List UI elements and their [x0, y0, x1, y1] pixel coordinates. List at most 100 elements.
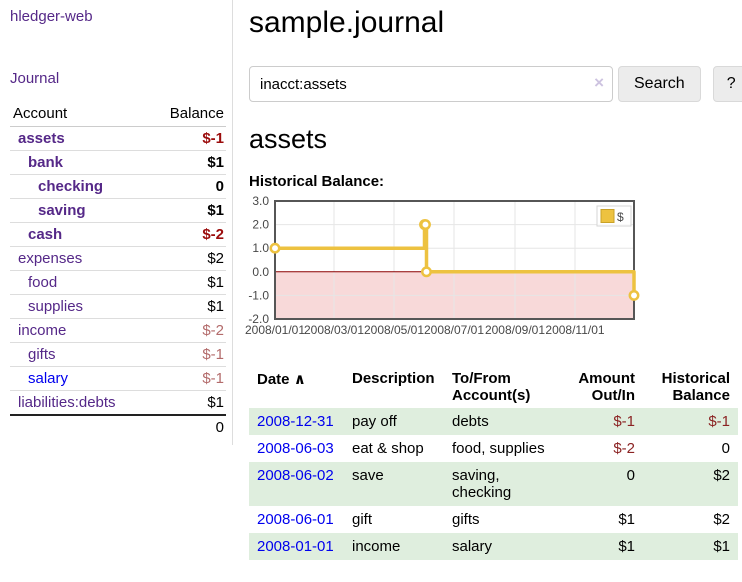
account-link[interactable]: gifts	[28, 346, 56, 363]
accounts-header-balance: Balance	[149, 102, 226, 127]
chart-x-tick-label: 2008/03/01	[304, 323, 364, 337]
sort-asc-icon: ∧	[293, 371, 306, 388]
accounts-table: Account Balance assets $-1 bank $1 checking 0…	[10, 102, 226, 439]
chart-x-tick-label: 2008/09/01	[485, 323, 545, 337]
account-row: food $1	[10, 270, 226, 295]
chart-data-point	[269, 242, 281, 254]
account-link[interactable]: assets	[18, 130, 65, 147]
account-balance: $-2	[149, 222, 226, 247]
register-balance: 0	[721, 440, 730, 457]
account-link[interactable]: cash	[28, 226, 63, 243]
register-balance: $-1	[643, 408, 738, 435]
register-table: Date ∧ Description To/From Account(s) Am…	[249, 366, 738, 560]
chart-legend-label: $	[617, 210, 624, 224]
chart-data-point	[420, 219, 431, 231]
account-row: bank $1	[10, 150, 226, 175]
register-header-description: Description	[352, 370, 435, 387]
account-balance: $1	[149, 270, 226, 295]
app-brand-link[interactable]: hledger-web	[10, 8, 93, 25]
register-row: 2008-06-01 gift gifts $1 $2	[249, 506, 738, 533]
chart-data-point	[628, 289, 640, 301]
search-button[interactable]: Search	[618, 66, 701, 102]
account-row: supplies $1	[10, 294, 226, 319]
register-amount: $-2	[613, 440, 635, 457]
account-link[interactable]: expenses	[18, 250, 83, 267]
account-balance: $1	[149, 294, 226, 319]
register-header-amount: Amount Out/In	[578, 370, 635, 404]
register-date-link[interactable]: 2008-06-03	[257, 440, 334, 457]
account-heading: assets	[249, 124, 328, 154]
account-link[interactable]: liabilities:debts	[18, 394, 116, 411]
register-accounts: debts	[444, 408, 558, 435]
register-header-accounts: To/From Account(s)	[452, 370, 531, 404]
register-description: gift	[352, 511, 373, 528]
register-description: pay off	[344, 408, 444, 435]
register-accounts: food, supplies	[452, 440, 545, 457]
accounts-total-row: 0	[10, 414, 226, 439]
account-link[interactable]: saving	[38, 202, 86, 219]
account-link[interactable]: income	[18, 322, 67, 339]
account-row: assets $-1	[10, 127, 226, 151]
account-row: saving $1	[10, 198, 226, 223]
register-row: 2008-01-01 income salary $1 $1	[249, 533, 738, 560]
account-balance: 0	[149, 174, 226, 199]
register-accounts: salary	[444, 533, 558, 560]
register-date-link[interactable]: 2008-12-31	[257, 413, 334, 430]
register-date-link[interactable]: 2008-01-01	[257, 538, 334, 555]
chart-x-tick-label: 2008/01/01	[245, 323, 305, 337]
register-header-balance: Historical Balance	[661, 370, 730, 404]
nav-journal-link[interactable]: Journal	[10, 70, 60, 87]
register-balance: $1	[643, 533, 738, 560]
chart-y-tick-label: 1.0	[252, 241, 269, 255]
chart-data-point	[421, 266, 432, 278]
register-balance: $2	[713, 511, 730, 528]
accounts-total-spacer	[10, 414, 150, 439]
chart-border	[274, 200, 635, 320]
page: hledger-web Journal Account Balance asse…	[0, 0, 742, 560]
clear-search-icon[interactable]: ×	[594, 73, 604, 92]
register-header-row: Date ∧ Description To/From Account(s) Am…	[249, 366, 738, 408]
register-row: 2008-06-03 eat & shop food, supplies $-2 0	[249, 435, 738, 462]
account-balance: $1	[149, 150, 226, 175]
account-row: income $-2	[10, 318, 226, 343]
chart-x-tick-label: 2008/05/01	[364, 323, 424, 337]
account-balance: $-2	[149, 318, 226, 343]
account-balance: $-1	[202, 130, 224, 147]
account-link[interactable]: bank	[28, 154, 64, 171]
sidebar: hledger-web Journal Account Balance asse…	[0, 0, 233, 445]
register-row: 2008-12-31 pay off debts $-1 $-1	[249, 408, 738, 435]
app-brand: hledger-web	[10, 8, 232, 26]
register-date-link[interactable]: 2008-06-01	[257, 511, 334, 528]
chart-x-tick-label: 2008/11/01	[545, 323, 604, 337]
account-balance: $2	[149, 246, 226, 271]
accounts-total-value: 0	[149, 414, 226, 439]
account-balance: $1	[149, 390, 226, 415]
account-row: expenses $2	[10, 246, 226, 271]
account-link[interactable]: food	[28, 274, 58, 291]
chart-y-tick-label: 3.0	[252, 195, 269, 208]
register-row: 2008-06-02 save saving, checking 0 $2	[249, 462, 738, 506]
search-bar: × Search ?	[249, 66, 742, 102]
account-link[interactable]: salary	[28, 370, 69, 387]
page-title: sample.journal	[249, 6, 445, 39]
chart-y-tick-label: 0.0	[252, 265, 269, 279]
chart-y-tick-label: -1.0	[248, 288, 269, 302]
account-balance: $-1	[149, 342, 226, 367]
chart-y-tick-label: -2.0	[248, 312, 269, 326]
register-header-date[interactable]: Date ∧	[249, 366, 344, 408]
register-amount: 0	[558, 462, 643, 506]
register-amount: $1	[558, 533, 643, 560]
account-row: checking 0	[10, 174, 226, 199]
account-row: cash $-2	[10, 222, 226, 247]
account-link[interactable]: supplies	[28, 298, 84, 315]
help-button[interactable]: ?	[712, 66, 742, 102]
account-link[interactable]: checking	[38, 178, 104, 195]
search-input[interactable]	[249, 66, 613, 102]
register-amount: $-1	[558, 408, 643, 435]
register-accounts: saving, checking	[444, 462, 558, 506]
chart-svg: 3.0 2.0 1.0 0.0 -1.0 -2.02008/01/012008/03/01…	[245, 194, 640, 337]
register-date-link[interactable]: 2008-06-02	[257, 467, 334, 484]
chart-y-tick-label: 2.0	[252, 218, 269, 232]
chart-x-tick-label: 2008/07/01	[424, 323, 484, 337]
chart-legend-swatch	[600, 209, 615, 223]
